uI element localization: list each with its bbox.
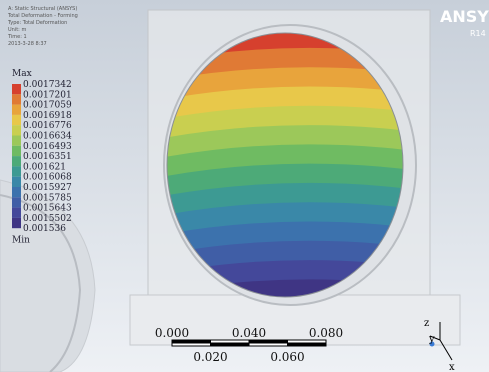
legend-max: Max: [12, 69, 32, 79]
scale-seg: [249, 343, 288, 346]
legend-value: 0.0017342: [23, 80, 72, 90]
legend-value: 0.0016634: [23, 132, 72, 142]
scale-label: 0.000: [155, 326, 189, 340]
scale-seg: [211, 340, 250, 343]
legend: Max0.00173420.00172010.00170590.00169180…: [12, 69, 72, 246]
scale-label: 0.040: [232, 326, 266, 340]
legend-value: 0.0016493: [23, 142, 72, 152]
legend-value: 0.0015502: [23, 214, 72, 224]
header-line: Time: 1: [7, 34, 27, 40]
legend-value: 0.0016351: [23, 152, 72, 162]
legend-value: 0.0017201: [23, 90, 72, 100]
legend-value: 0.001536: [23, 224, 66, 234]
legend-value: 0.0017059: [23, 101, 72, 111]
scale-label: 0.080: [309, 326, 343, 340]
header-line: Unit: m: [8, 27, 26, 33]
legend-swatch: [12, 177, 21, 187]
scale-seg: [288, 340, 327, 343]
header-line: Type: Total Deformation: [7, 20, 67, 26]
legend-swatch: [12, 218, 21, 228]
legend-value: 0.0015785: [23, 193, 72, 203]
legend-swatch: [12, 156, 21, 166]
legend-swatch: [12, 115, 21, 125]
header-line: 2013-3-28 8:37: [8, 41, 47, 47]
legend-value: 0.0016068: [23, 173, 72, 183]
release: R14: [470, 29, 486, 38]
axis-label: z: [424, 318, 429, 329]
legend-swatch: [12, 105, 21, 115]
logo: ANSYS: [440, 7, 489, 26]
legend-swatch: [12, 197, 21, 207]
legend-swatch: [12, 187, 21, 197]
axis-label: y: [428, 334, 435, 345]
scale-label: 0.020: [193, 350, 227, 364]
legend-swatch: [12, 94, 21, 104]
axis-label: x: [449, 362, 455, 372]
legend-value: 0.0016918: [23, 111, 72, 121]
legend-min: Min: [12, 236, 30, 246]
scale-label: 0.060: [270, 350, 304, 364]
scale-seg: [172, 343, 211, 346]
legend-value: 0.0016776: [23, 121, 72, 131]
header-line: Total Deformation - Forming: [7, 13, 78, 19]
legend-swatch: [12, 136, 21, 146]
legend-swatch: [12, 146, 21, 156]
viewport: A: Static Structural (ANSYS)Total Deform…: [0, 0, 489, 372]
legend-swatch: [12, 166, 21, 176]
legend-swatch: [12, 125, 21, 135]
legend-swatch: [12, 208, 21, 218]
legend-swatch: [12, 84, 21, 94]
legend-value: 0.001621: [23, 162, 66, 172]
header-line: A: Static Structural (ANSYS): [8, 6, 77, 12]
legend-value: 0.0015643: [23, 204, 72, 214]
legend-value: 0.0015927: [23, 183, 72, 193]
